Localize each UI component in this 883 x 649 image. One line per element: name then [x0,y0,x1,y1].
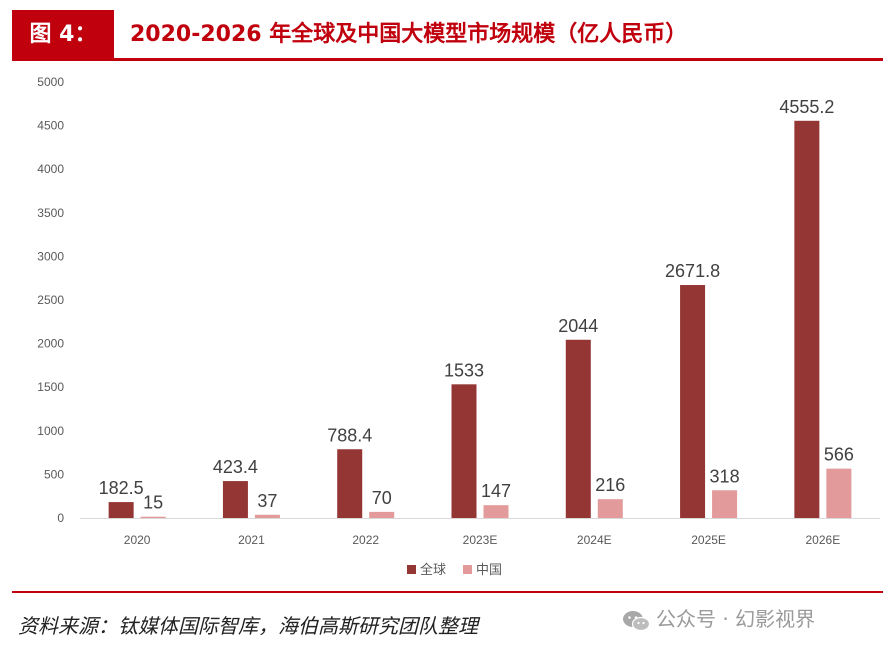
x-tick-label: 2023E [463,533,498,547]
bar-china-2024E [597,499,623,518]
x-tick-label: 2022 [352,533,379,547]
data-label: 37 [257,491,277,511]
x-tick-label: 2020 [124,533,151,547]
y-tick-label: 5000 [37,75,64,89]
legend-label: 全球 [420,562,446,577]
data-label: 2671.8 [665,261,720,281]
data-label: 566 [824,445,854,465]
legend-swatch [407,565,416,574]
data-label: 4555.2 [779,97,834,117]
legend: 全球 中国 [407,562,502,577]
bar-china-2023E [483,505,509,518]
data-label: 70 [372,488,392,508]
bar-china-2025E [712,490,738,518]
bar-global-2020 [108,502,134,518]
bar-global-2026E [794,120,820,518]
x-tick-label: 2026E [806,533,841,547]
data-label: 2044 [558,316,598,336]
header-rule [12,58,883,61]
data-label: 15 [143,493,163,513]
figure-title: 2020-2026 年全球及中国大模型市场规模（亿人民币） [130,22,688,47]
data-label: 182.5 [99,478,144,498]
y-tick-label: 1000 [37,424,64,438]
y-tick-label: 4000 [37,162,64,176]
bars-group [108,120,852,518]
footer-rule [12,591,883,593]
data-label: 318 [710,466,740,486]
bar-global-2022 [337,449,363,518]
y-tick-label: 2000 [37,337,64,351]
data-label: 788.4 [327,425,372,445]
bar-china-2022 [369,511,395,518]
data-label: 1533 [444,360,484,380]
watermark-text: 公众号 · 幻影视界 [656,607,816,631]
x-axis: 2020 2021 2022 2023E 2024E 2025E 2026E [80,518,880,547]
bar-china-2021 [254,514,280,518]
bar-chart: 0 500 1000 1500 2000 2500 3000 3500 4000 4500 5000… [37,75,880,577]
data-label: 423.4 [213,457,258,477]
bar-china-2026E [826,468,852,518]
x-tick-label: 2021 [238,533,265,547]
figure-label: 图 4： [12,10,114,60]
y-tick-label: 4500 [37,119,64,133]
watermark: 公众号 · 幻影视界 [622,603,815,632]
y-tick-label: 500 [44,467,64,481]
bar-global-2025E [680,285,706,518]
data-label: 147 [481,481,511,501]
legend-swatch [463,565,472,574]
bar-global-2021 [222,481,248,518]
y-tick-label: 1500 [37,380,64,394]
bar-global-2024E [565,339,591,518]
y-tick-label: 0 [57,511,64,525]
data-labels-group: 182.515 423.4 37 788.4 70 1533 147 2044 216 2671.… [99,97,854,513]
data-label: 216 [595,475,625,495]
source-note: 资料来源：钛媒体国际智库，海伯高斯研究团队整理 [18,614,478,638]
y-tick-label: 3500 [37,206,64,220]
legend-label: 中国 [476,562,502,577]
figure-header: 图 4： 2020-2026 年全球及中国大模型市场规模（亿人民币） [12,10,883,61]
bar-china-2020 [140,516,166,518]
wechat-icon [623,610,650,631]
y-tick-label: 2500 [37,293,64,307]
bar-global-2023E [451,384,477,518]
x-tick-label: 2025E [691,533,726,547]
x-tick-label: 2024E [577,533,612,547]
y-axis: 0 500 1000 1500 2000 2500 3000 3500 4000 4500 5000 [37,75,64,525]
y-tick-label: 3000 [37,249,64,263]
